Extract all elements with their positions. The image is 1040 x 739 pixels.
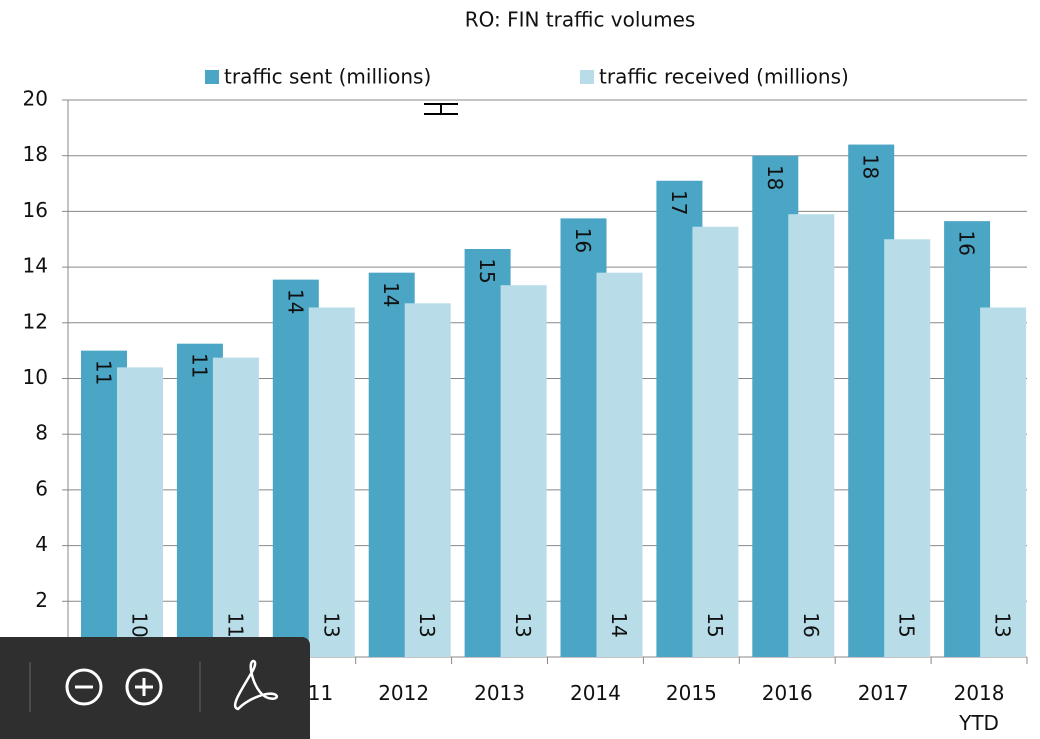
- legend-swatch: [580, 70, 594, 84]
- value-label: 18: [859, 154, 883, 179]
- y-tick-label: 16: [23, 198, 48, 222]
- legend-swatch: [205, 70, 219, 84]
- value-label: 14: [283, 289, 307, 314]
- bar: [884, 239, 931, 657]
- bar: [980, 307, 1027, 657]
- bar: [788, 214, 835, 657]
- bar: [117, 367, 163, 657]
- value-label: 18: [763, 165, 787, 190]
- x-tick-label: 2017: [857, 681, 909, 705]
- value-label: 15: [703, 612, 727, 637]
- x-tick-label: 2016: [761, 681, 813, 705]
- value-label: 16: [799, 612, 823, 637]
- bar: [596, 272, 643, 657]
- bar: [308, 307, 355, 657]
- value-label: 17: [667, 190, 691, 215]
- y-tick-label: 12: [23, 309, 48, 333]
- value-label: 14: [379, 282, 403, 307]
- value-label: 16: [571, 228, 595, 253]
- value-label: 11: [187, 353, 211, 378]
- value-label: 13: [991, 612, 1015, 637]
- value-label: 16: [955, 230, 979, 255]
- value-label: 11: [92, 360, 116, 385]
- value-label: 13: [415, 612, 439, 637]
- zoom-in[interactable]: [125, 668, 163, 706]
- viewer-toolbar: [0, 637, 310, 739]
- toolbar-icons: [29, 659, 279, 712]
- chart-title: RO: FIN traffic volumes: [465, 8, 696, 32]
- zoom-out[interactable]: [65, 668, 103, 706]
- x-tick-label: 2015: [665, 681, 717, 705]
- bar: [500, 285, 547, 657]
- value-label: 15: [895, 612, 919, 637]
- x-tick-label: 2013: [474, 681, 525, 705]
- pdf-icon[interactable]: [233, 659, 279, 711]
- y-tick-label: 14: [23, 254, 48, 278]
- y-tick-label: 20: [23, 87, 48, 111]
- value-label: 13: [511, 612, 535, 637]
- y-tick-label: 4: [35, 532, 48, 556]
- x-tick-label: 2012: [378, 681, 430, 705]
- y-tick-label: 10: [23, 365, 48, 389]
- y-tick-label: 2: [35, 588, 48, 612]
- text-cursor: [424, 103, 458, 115]
- bar: [692, 226, 739, 657]
- value-label: 15: [475, 258, 499, 283]
- value-label: 13: [319, 612, 343, 637]
- legend-label: traffic sent (millions): [224, 65, 431, 89]
- y-tick-label: 8: [35, 421, 48, 445]
- value-label: 11: [223, 612, 247, 637]
- value-label: 14: [607, 612, 631, 637]
- bar: [212, 357, 259, 657]
- value-label: 10: [128, 612, 152, 637]
- y-tick-label: 18: [23, 142, 48, 166]
- x-tick-label: 2014: [569, 681, 621, 705]
- legend-label: traffic received (millions): [599, 65, 849, 89]
- y-tick-label: 6: [35, 476, 48, 500]
- bar: [404, 303, 451, 657]
- x-tick-label: 2018 YTD: [953, 681, 1005, 735]
